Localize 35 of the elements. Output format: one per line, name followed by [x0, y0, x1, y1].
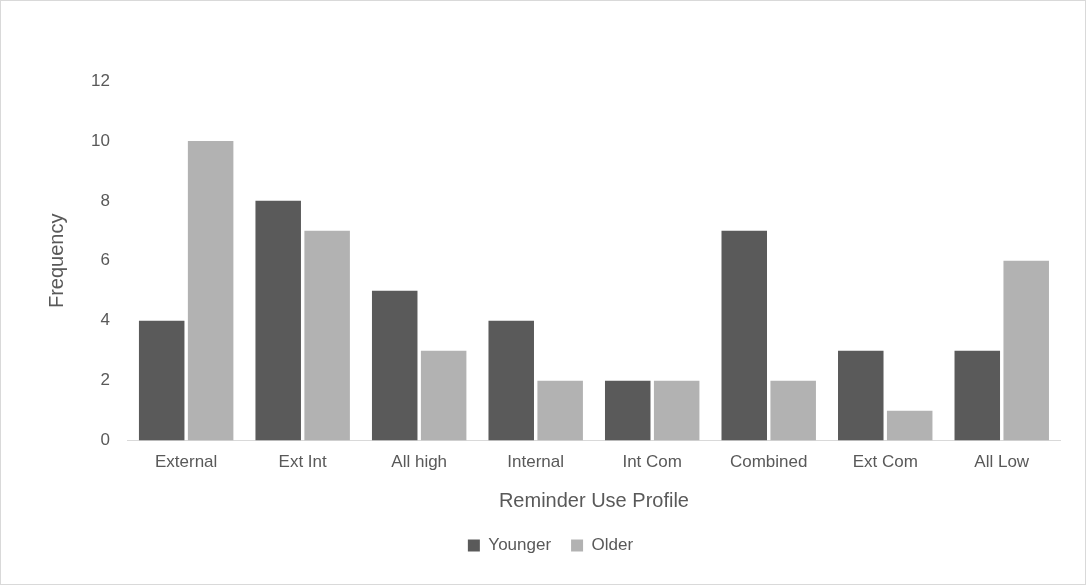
bar: [304, 230, 350, 441]
y-tick-label: 2: [100, 370, 110, 390]
x-tick-label: All Low: [974, 452, 1030, 472]
bar: [255, 200, 301, 441]
x-tick-label: External: [154, 452, 218, 472]
legend-label: Older: [591, 535, 634, 555]
x-tick-label: Internal: [507, 452, 565, 472]
bar: [954, 350, 1001, 441]
bar: [721, 230, 768, 441]
bar: [886, 410, 933, 441]
legend-label: Younger: [488, 535, 552, 555]
y-tick-label: 8: [100, 190, 110, 210]
y-axis-title: Frequency: [44, 213, 67, 309]
bar: [838, 350, 884, 441]
bar: [770, 380, 816, 441]
x-tick-label: Ext Com: [852, 452, 918, 472]
y-tick-label: 0: [100, 430, 110, 450]
bar: [371, 290, 418, 441]
bar: [420, 350, 467, 441]
x-tick-label: Ext Int: [278, 452, 328, 472]
y-tick-label: 6: [100, 250, 110, 270]
bar: [187, 140, 234, 441]
bar: [653, 380, 700, 441]
y-tick-label: 12: [90, 70, 110, 90]
bar: [537, 380, 583, 441]
bar: [138, 320, 185, 441]
y-tick-label: 4: [100, 310, 110, 330]
x-tick-label: Combined: [729, 452, 808, 472]
x-tick-label: Int Com: [622, 452, 682, 472]
bar: [488, 320, 534, 441]
bar: [1003, 260, 1049, 441]
x-tick-label: All high: [391, 452, 448, 472]
y-tick-label: 10: [90, 130, 110, 150]
bar: [604, 380, 651, 441]
x-axis-title: Reminder Use Profile: [498, 488, 689, 511]
